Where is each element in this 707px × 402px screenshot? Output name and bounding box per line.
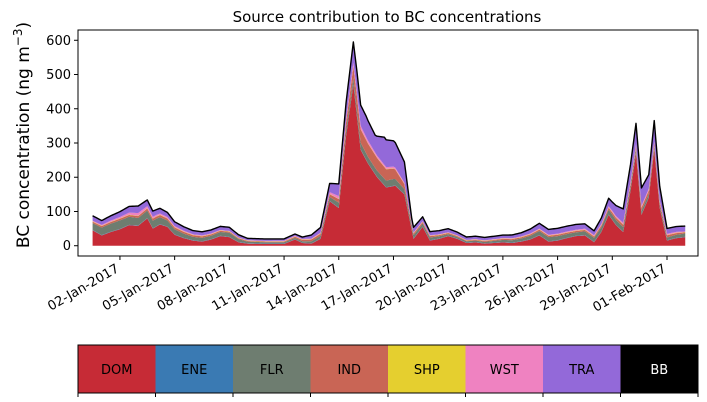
total-concentration-line [92,41,686,240]
y-tick-label: 0 [63,239,71,254]
legend-label-ene: ENE [181,363,207,378]
y-axis-ticks: 0 100 200 300 400 500 600 [46,34,78,254]
legend-label-ind: IND [337,363,361,378]
y-tick-label: 600 [46,34,71,49]
legend-swatch-bb [620,345,698,393]
legend-label-flr: FLR [260,363,284,378]
legend-swatch-dom [78,345,156,393]
legend-swatch-ene [155,345,233,393]
legend-label-shp: SHP [414,363,440,378]
x-axis-ticks: 02-Jan-201705-Jan-201708-Jan-201711-Jan-… [45,256,669,315]
legend-label-tra: TRA [568,363,594,378]
legend-swatch-flr [233,345,311,393]
y-tick-label: 100 [46,205,71,220]
y-axis-label-main: BC concentration (ng m [14,46,34,248]
y-axis-label-exponent: −3 [11,28,25,46]
area-dom [92,84,686,246]
y-tick-label: 200 [46,171,71,186]
legend-label-wst: WST [490,363,519,378]
legend-swatch-tra [543,345,621,393]
y-tick-label: 400 [46,102,71,117]
y-tick-label: 500 [46,68,71,83]
source-colorbar-legend: DOM ENE FLR IND SHP WST TRA BB [77,344,699,397]
y-axis-label-close: ) [14,22,34,29]
legend-label-dom: DOM [101,363,132,378]
legend-swatch-wst [465,345,543,393]
y-tick-label: 300 [46,137,71,152]
legend-label-bb: BB [650,363,668,378]
stacked-areas [92,41,686,246]
area-tra [92,42,686,241]
legend-swatch-ind [310,345,388,393]
y-axis-label: BC concentration (ng m−3) [11,22,34,248]
legend-swatch-shp [388,345,466,393]
chart-title: Source contribution to BC concentrations [233,8,542,26]
